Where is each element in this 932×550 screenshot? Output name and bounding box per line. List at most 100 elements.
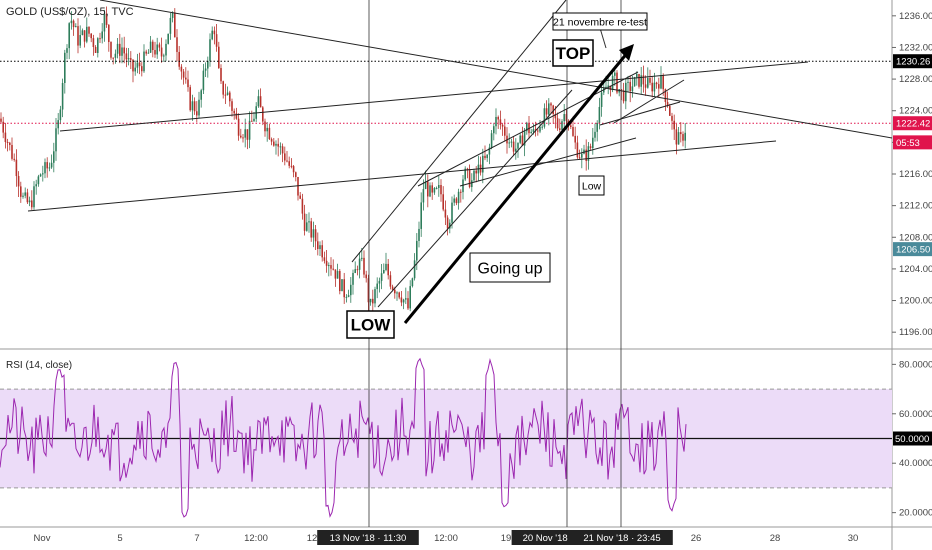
candle-body (455, 198, 458, 204)
candle-body (286, 160, 288, 162)
annotation-going-up-box (469, 252, 551, 283)
candle-body (123, 47, 125, 54)
candle-body (644, 84, 647, 88)
candle-body (160, 47, 163, 57)
price-tick-label: 1208.00 (899, 232, 932, 243)
candle-body (596, 123, 598, 132)
candle-body (407, 298, 409, 309)
candle-body (493, 126, 495, 134)
candle-body (642, 75, 645, 85)
candle-body (290, 165, 293, 167)
candle-body (288, 161, 290, 166)
candle-body (77, 26, 79, 46)
price-tick-label: 1196.00 (899, 327, 932, 338)
time-cursor-badge (571, 530, 673, 545)
candle-body (46, 162, 48, 169)
candle-body (257, 96, 260, 107)
candle-body (121, 47, 123, 56)
candle-body (116, 43, 119, 54)
candle-body (380, 273, 383, 281)
trend-line (27, 140, 777, 212)
candle-body (59, 109, 62, 121)
candle-body (449, 222, 451, 229)
candle-body (554, 114, 557, 119)
candle-body (233, 110, 235, 114)
candle-body (640, 75, 642, 87)
candle-body (127, 58, 130, 60)
candle-body (486, 154, 488, 159)
candle-body (517, 142, 519, 149)
candle-body (451, 202, 453, 223)
candle-body (497, 116, 499, 120)
candle-body (66, 48, 68, 53)
candle-body (431, 185, 433, 193)
candle-body (416, 240, 418, 261)
candle-body (365, 274, 367, 279)
candle-body (587, 146, 590, 161)
candle-body (215, 34, 218, 47)
candle-body (629, 81, 631, 92)
candle-body (15, 159, 18, 177)
candle-body (636, 74, 638, 78)
candle-body (545, 108, 548, 115)
candle-body (141, 66, 143, 72)
candle-body (182, 71, 185, 78)
candle-body (607, 85, 609, 87)
candle-body (81, 30, 84, 36)
candle-body (376, 283, 378, 290)
candle-body (209, 39, 211, 61)
candle-body (600, 92, 603, 107)
trend-line (99, 0, 893, 139)
candle-body (83, 30, 86, 42)
price-badge (893, 242, 932, 257)
candle-body (50, 162, 53, 168)
candle-body (198, 99, 200, 116)
candle-body (103, 13, 106, 32)
candle-body (523, 131, 526, 146)
candle-body (504, 126, 506, 136)
candle-body (226, 92, 229, 96)
candle-body (583, 149, 585, 154)
candle-body (444, 209, 447, 218)
candle-body (273, 141, 275, 146)
candle-body (649, 77, 651, 83)
candle-body (411, 278, 414, 287)
candle-body (149, 41, 152, 53)
candle-body (163, 55, 165, 57)
going-up-arrowhead (619, 44, 634, 61)
candle-body (534, 129, 537, 131)
price-badge (893, 135, 932, 150)
candle-body (24, 192, 26, 196)
candle-body (136, 62, 139, 68)
candle-body (581, 153, 583, 158)
candle-body (532, 129, 535, 132)
price-badge-label: 05:53 (896, 138, 920, 149)
candle-body (130, 58, 132, 60)
candle-body (13, 158, 15, 160)
candle-body (385, 263, 387, 271)
candle-body (585, 149, 587, 161)
trend-line (417, 71, 639, 187)
annotation-low-small: Low (582, 180, 602, 192)
candle-body (383, 270, 385, 274)
candle-body (284, 153, 286, 161)
candle-body (675, 129, 678, 145)
candle-body (325, 260, 328, 266)
candle-body (627, 81, 629, 83)
candle-body (457, 191, 460, 204)
candle-body (427, 181, 429, 197)
price-badge-label: 1230.26 (896, 57, 930, 68)
candle-body (552, 105, 554, 115)
annotation-low-small-box (578, 175, 605, 196)
trend-line (613, 79, 685, 124)
candle-body (484, 155, 486, 159)
candle-body (191, 101, 194, 111)
time-cursor-label: 13 Nov '18 · 11:30 (330, 533, 407, 544)
price-badge-label: 1206.50 (896, 245, 930, 256)
candle-body (303, 213, 306, 231)
candle-body (378, 280, 381, 284)
candle-body (354, 269, 356, 273)
candle-body (363, 257, 365, 275)
candle-body (132, 59, 134, 72)
time-tick-label: 12:00 (434, 533, 458, 544)
